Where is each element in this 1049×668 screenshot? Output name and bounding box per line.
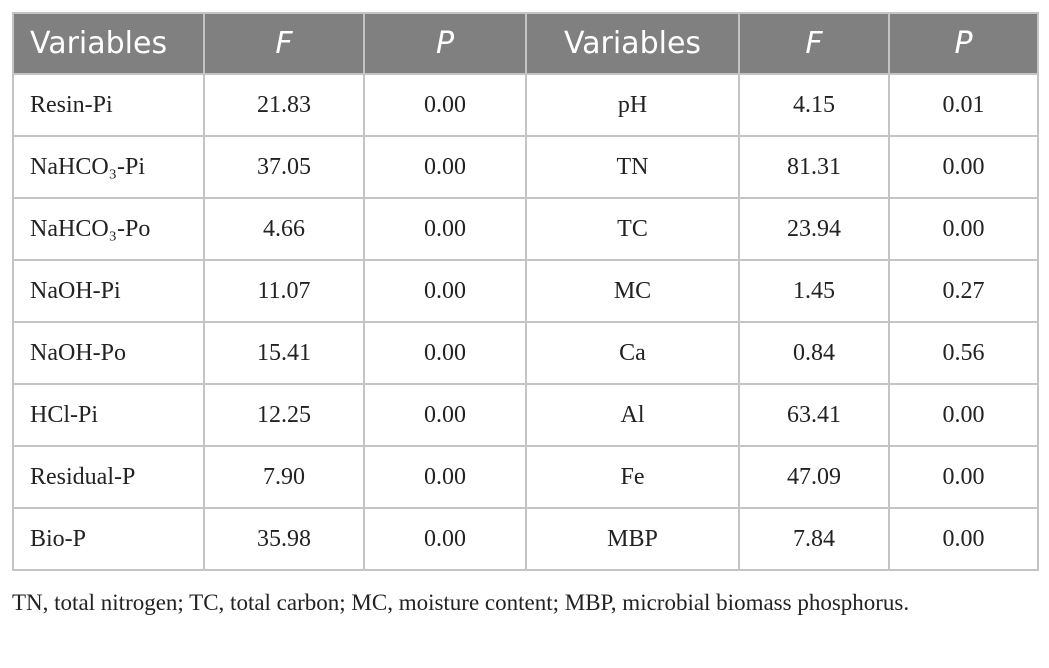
table-cell: 1.45 (738, 259, 890, 323)
table-cell: 0.27 (888, 259, 1039, 323)
table-cell: MC (525, 259, 740, 323)
table-cell: 0.00 (363, 73, 527, 137)
table-row: NaOH-Po 15.41 0.00 Ca 0.84 0.56 (12, 321, 1039, 385)
table-row: Residual-P 7.90 0.00 Fe 47.09 0.00 (12, 445, 1039, 509)
header-cell: Variables (525, 12, 740, 75)
table-cell: 0.00 (363, 445, 527, 509)
table-cell: TC (525, 197, 740, 261)
table-cell: NaHCO₃-Po (12, 197, 205, 261)
table-cell: Bio-P (12, 507, 205, 571)
table-cell: Al (525, 383, 740, 447)
table-cell: NaOH-Po (12, 321, 205, 385)
data-table: Variables F P Variables F P Resin-Pi 21.8… (12, 12, 1039, 571)
table-cell: 81.31 (738, 135, 890, 199)
table-cell: NaHCO₃-Pi (12, 135, 205, 199)
table-cell: 35.98 (203, 507, 365, 571)
table-cell: 37.05 (203, 135, 365, 199)
table-cell: 63.41 (738, 383, 890, 447)
table-cell: 0.00 (363, 259, 527, 323)
table-cell: 4.66 (203, 197, 365, 261)
table-cell: Resin-Pi (12, 73, 205, 137)
table-cell: 15.41 (203, 321, 365, 385)
table-cell: 4.15 (738, 73, 890, 137)
table-cell: HCl-Pi (12, 383, 205, 447)
table-cell: 7.84 (738, 507, 890, 571)
table-cell: 0.00 (363, 135, 527, 199)
table-cell: Residual-P (12, 445, 205, 509)
table-cell: TN (525, 135, 740, 199)
table-cell: 23.94 (738, 197, 890, 261)
table-cell: 0.00 (888, 383, 1039, 447)
table-cell: 0.56 (888, 321, 1039, 385)
table-cell: 0.00 (363, 383, 527, 447)
table-row: NaOH-Pi 11.07 0.00 MC 1.45 0.27 (12, 259, 1039, 323)
table-body: Resin-Pi 21.83 0.00 pH 4.15 0.01 NaHCO₃-Pi 37.0… (12, 73, 1039, 571)
table-cell: 0.00 (888, 197, 1039, 261)
header-row: Variables F P Variables F P (12, 12, 1039, 75)
footnote: TN, total nitrogen; TC, total carbon; MC… (12, 590, 910, 615)
table-cell: 0.84 (738, 321, 890, 385)
header-cell: P (363, 12, 527, 75)
table-row: NaHCO₃-Pi 37.05 0.00 TN 81.31 0.00 (12, 135, 1039, 199)
table-cell: 0.00 (888, 445, 1039, 509)
table-cell: Ca (525, 321, 740, 385)
table-cell: 11.07 (203, 259, 365, 323)
table-cell: NaOH-Pi (12, 259, 205, 323)
table-cell: Fe (525, 445, 740, 509)
table-cell: 21.83 (203, 73, 365, 137)
table-cell: 0.00 (363, 197, 527, 261)
header-cell: Variables (12, 12, 205, 75)
table-row: Bio-P 35.98 0.00 MBP 7.84 0.00 (12, 507, 1039, 571)
table-cell: 7.90 (203, 445, 365, 509)
header-cell: P (888, 12, 1039, 75)
table-row: Resin-Pi 21.83 0.00 pH 4.15 0.01 (12, 73, 1039, 137)
table-cell: MBP (525, 507, 740, 571)
header-cell: F (738, 12, 890, 75)
table-row: NaHCO₃-Po 4.66 0.00 TC 23.94 0.00 (12, 197, 1039, 261)
table-cell: 0.00 (363, 321, 527, 385)
table-row: HCl-Pi 12.25 0.00 Al 63.41 0.00 (12, 383, 1039, 447)
table-cell: 0.00 (888, 507, 1039, 571)
table-cell: 0.00 (888, 135, 1039, 199)
table-cell: 12.25 (203, 383, 365, 447)
table-cell: 47.09 (738, 445, 890, 509)
table-cell: 0.01 (888, 73, 1039, 137)
table-cell: pH (525, 73, 740, 137)
header-cell: F (203, 12, 365, 75)
table-cell: 0.00 (363, 507, 527, 571)
